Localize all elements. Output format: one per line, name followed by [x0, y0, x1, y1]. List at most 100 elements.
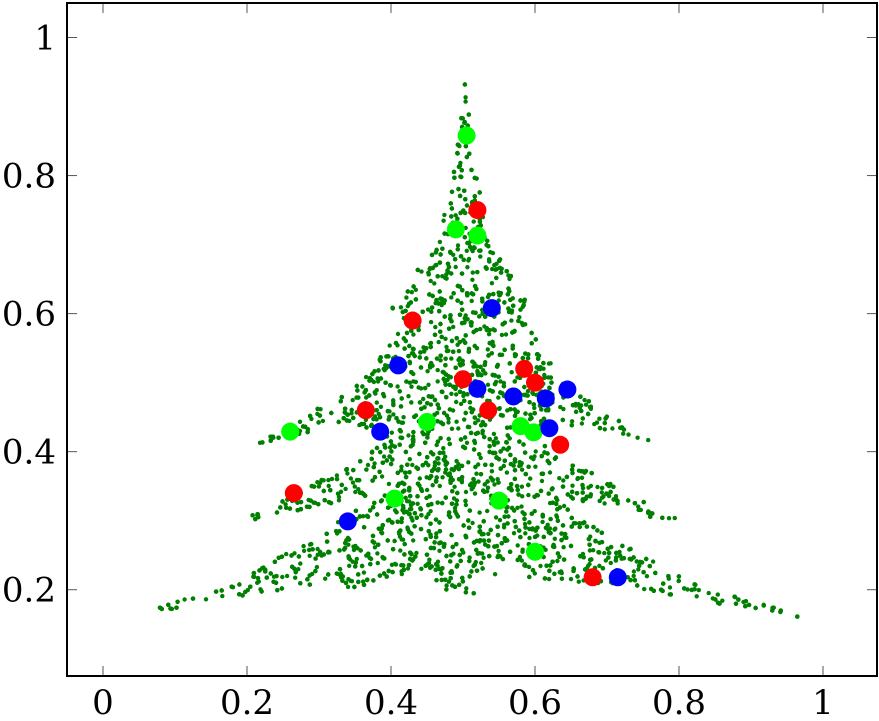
tree-point — [453, 213, 458, 218]
tree-point — [425, 435, 430, 440]
tree-point — [349, 407, 354, 413]
tree-point — [631, 569, 637, 574]
tree-point — [635, 435, 640, 440]
tree-point — [549, 380, 554, 385]
tree-point — [568, 543, 574, 549]
tree-point — [588, 405, 593, 410]
tree-point — [545, 458, 550, 464]
tree-point — [578, 394, 583, 399]
tree-point — [513, 352, 518, 357]
tree-point — [389, 449, 394, 454]
tree-point — [378, 404, 384, 409]
tree-point — [428, 362, 433, 368]
tree-point — [478, 254, 483, 259]
tree-point — [435, 500, 440, 505]
tree-point — [460, 358, 465, 364]
tree-point — [427, 494, 432, 499]
ornament-point — [608, 568, 627, 587]
tree-point — [459, 547, 465, 553]
tree-point — [402, 552, 407, 557]
tree-point — [435, 379, 440, 384]
tree-point — [369, 422, 374, 428]
tree-point — [411, 332, 416, 337]
tree-point — [494, 455, 499, 460]
tree-point — [595, 484, 600, 490]
tree-point — [587, 542, 592, 547]
tree-point — [477, 314, 482, 319]
tree-point — [511, 303, 516, 308]
tree-point — [367, 393, 372, 398]
tree-point — [432, 460, 438, 465]
tree-point — [529, 511, 534, 516]
tree-point — [491, 291, 496, 297]
tree-point — [432, 281, 437, 286]
tree-point — [476, 462, 481, 467]
tree-point — [479, 372, 484, 378]
tree-point — [581, 555, 586, 560]
tree-point — [437, 566, 442, 572]
tree-point — [458, 254, 464, 259]
tree-point — [509, 370, 514, 375]
tree-point — [405, 527, 411, 532]
tree-point — [399, 396, 404, 401]
tree-point — [383, 380, 388, 385]
tree-point — [447, 407, 453, 412]
tree-point — [539, 407, 544, 412]
tree-point — [370, 478, 375, 483]
tree-point — [410, 557, 416, 562]
tree-point — [608, 560, 613, 566]
tree-point — [434, 356, 440, 361]
tree-point — [588, 492, 593, 497]
tree-point — [467, 151, 472, 156]
tree-point — [441, 370, 446, 375]
tree-point — [602, 501, 607, 506]
tree-point — [454, 419, 459, 424]
tree-point — [608, 544, 614, 550]
ornament-point — [526, 373, 544, 392]
tree-point — [465, 392, 470, 397]
tree-point — [368, 561, 373, 567]
tree-point — [531, 402, 536, 407]
tree-point — [428, 521, 433, 526]
tree-point — [551, 544, 557, 550]
tree-point — [513, 524, 519, 530]
tree-point — [461, 444, 466, 449]
tree-point — [412, 414, 417, 419]
tree-point — [392, 538, 397, 544]
tree-point — [644, 574, 650, 579]
tree-point — [552, 527, 557, 532]
tree-point — [650, 559, 656, 564]
tree-point — [432, 540, 437, 545]
tree-point — [472, 175, 477, 181]
y-tick-label: 0.4 — [2, 433, 56, 473]
tree-point — [326, 477, 331, 483]
tree-point — [462, 119, 467, 125]
tree-point — [586, 536, 592, 542]
tree-point — [485, 489, 490, 494]
tree-point — [398, 404, 404, 409]
tree-point — [490, 389, 495, 394]
tree-point — [446, 510, 452, 515]
tree-point — [457, 552, 462, 558]
tree-point — [352, 484, 357, 489]
tree-point — [496, 480, 501, 485]
tree-point — [437, 529, 443, 534]
tree-point — [462, 435, 468, 440]
tree-point — [391, 402, 396, 408]
tree-point — [394, 416, 399, 421]
tree-point — [433, 478, 439, 483]
tree-point — [529, 415, 534, 421]
tree-point — [461, 523, 466, 528]
tree-point — [565, 507, 570, 512]
tree-point — [307, 504, 312, 510]
tree-point — [447, 382, 452, 387]
tree-point — [557, 476, 562, 481]
tree-point — [441, 450, 446, 455]
tree-point — [490, 343, 496, 348]
tree-point — [386, 568, 391, 574]
tree-point — [307, 553, 312, 558]
tree-point — [337, 529, 342, 534]
tree-point — [502, 347, 507, 352]
tree-point — [486, 332, 492, 337]
tree-point — [426, 529, 431, 534]
